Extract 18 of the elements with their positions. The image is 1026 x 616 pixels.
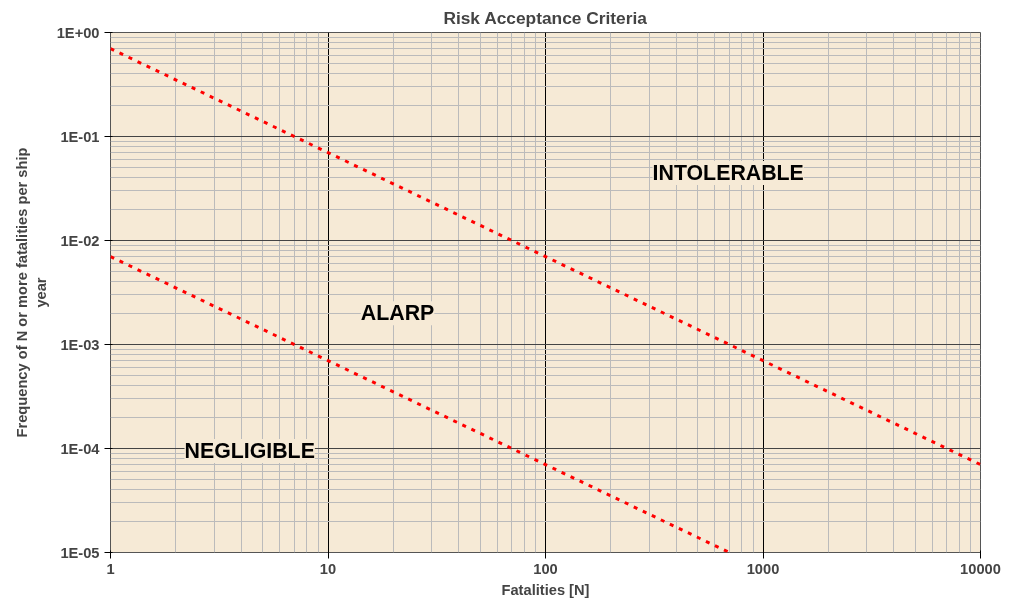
chart-title: Risk Acceptance Criteria xyxy=(443,7,648,28)
x-tick-label: 1 xyxy=(106,560,115,577)
y-tick-label: 1E-04 xyxy=(60,440,101,457)
line-series xyxy=(110,47,981,467)
x-tick-label: 10 xyxy=(319,560,337,577)
y-tick-label: 1E-05 xyxy=(60,544,100,561)
annotation: NEGLIGIBLE xyxy=(184,439,315,464)
y-tick-label: 1E-03 xyxy=(60,336,100,353)
y-axis-title: Frequency of N or more fatalities per ship year xyxy=(13,147,49,438)
x-tick-label: 100 xyxy=(533,560,558,577)
x-axis-title: Fatalities [N] xyxy=(501,581,590,598)
x-tick-label: 1000 xyxy=(746,560,780,577)
y-tick-label: 1E+00 xyxy=(56,24,100,41)
y-tick-label: 1E-01 xyxy=(60,128,100,145)
annotation: INTOLERABLE xyxy=(652,160,804,185)
annotation: ALARP xyxy=(360,301,435,326)
x-tick-label: 10000 xyxy=(960,560,1001,577)
y-tick-label: 1E-02 xyxy=(60,232,100,249)
